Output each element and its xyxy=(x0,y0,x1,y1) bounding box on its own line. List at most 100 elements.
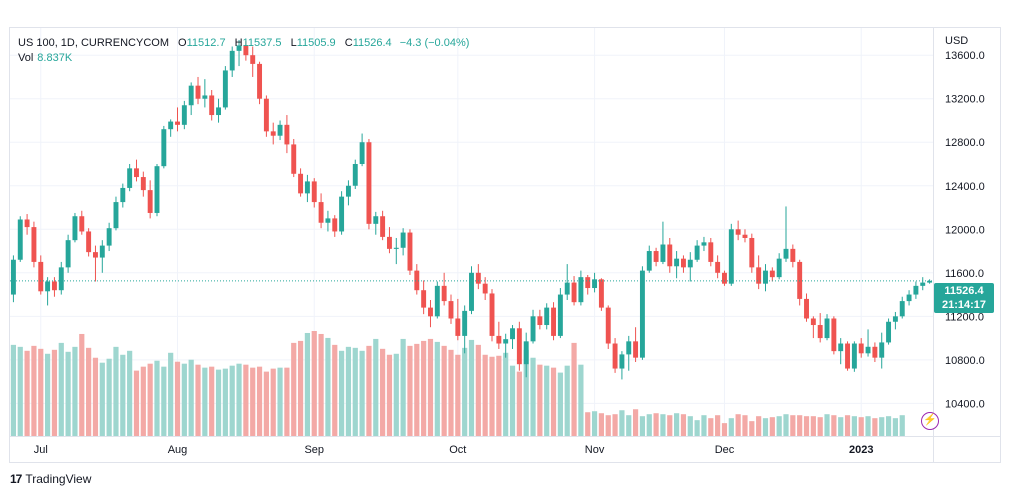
candle-body xyxy=(701,242,707,246)
time-tick-label: Nov xyxy=(585,444,605,456)
candle-body xyxy=(17,219,23,260)
volume-bar xyxy=(790,415,796,436)
candle-body xyxy=(667,244,673,267)
volume-bar xyxy=(742,415,748,436)
candle-body xyxy=(633,341,639,358)
candle-body xyxy=(571,282,577,303)
volume-bar xyxy=(564,365,570,436)
candle-body xyxy=(810,318,816,326)
candle-body xyxy=(441,285,447,302)
candle-body xyxy=(462,310,468,336)
candle-body xyxy=(838,343,844,352)
bar-countdown: 21:14:17 xyxy=(941,299,987,311)
candle-body xyxy=(304,181,310,194)
volume-bar xyxy=(250,367,256,436)
candle-body xyxy=(708,242,714,262)
candle-body xyxy=(229,50,235,71)
volume-bar xyxy=(824,414,830,436)
price-tick-label: 12000.0 xyxy=(945,224,985,236)
chart-frame xyxy=(9,27,1001,463)
volume-bar xyxy=(598,413,605,436)
currency-label[interactable]: USD xyxy=(945,35,969,47)
candle-body xyxy=(277,124,283,136)
candle-body xyxy=(24,219,30,228)
last-price-tag: 11526.4 21:14:17 xyxy=(934,283,994,313)
volume-bar xyxy=(605,415,611,436)
volume-bar xyxy=(571,342,577,436)
candle-body xyxy=(168,121,174,130)
volume-bar xyxy=(749,421,755,436)
candle-body xyxy=(687,259,693,268)
candle-body xyxy=(680,258,686,268)
candle-body xyxy=(646,251,652,271)
candle-body xyxy=(831,318,837,352)
volume-bar xyxy=(680,414,687,436)
volume-bar xyxy=(667,415,673,436)
candle-body xyxy=(65,240,71,268)
candle-body xyxy=(886,321,892,343)
candle-body xyxy=(927,280,933,283)
volume-bar xyxy=(222,368,228,436)
volume-bar xyxy=(831,415,837,436)
volume-bar xyxy=(503,352,509,436)
volume-bar xyxy=(434,341,440,436)
candle-body xyxy=(51,281,57,291)
volume-bar xyxy=(352,347,358,436)
volume-bar xyxy=(660,414,666,436)
flash-icon[interactable]: ⚡ xyxy=(921,412,939,430)
volume-bar xyxy=(509,365,516,436)
volume-bar xyxy=(544,365,550,436)
candle-body xyxy=(851,343,857,369)
candle-body xyxy=(858,343,864,354)
candle-body xyxy=(872,346,878,358)
volume-bar xyxy=(168,352,174,436)
candle-body xyxy=(489,293,495,336)
candle-body xyxy=(482,283,488,294)
candle-body xyxy=(626,341,632,355)
candle-body xyxy=(414,270,420,291)
candle-body xyxy=(209,95,215,116)
candle-body xyxy=(31,227,37,262)
volume-bar xyxy=(58,342,64,436)
volume-bar xyxy=(585,412,591,436)
price-tick-label: 13200.0 xyxy=(945,94,985,106)
candle-body xyxy=(352,164,358,186)
candle-body xyxy=(428,307,433,317)
candle-body xyxy=(93,252,98,258)
candle-body xyxy=(605,307,611,344)
volume-bar xyxy=(462,347,468,436)
volume-bar xyxy=(810,416,816,436)
volume-bar xyxy=(229,365,235,436)
candle-body xyxy=(127,168,133,188)
candle-body xyxy=(339,196,345,232)
volume-bar xyxy=(86,347,92,436)
volume-bar xyxy=(99,362,105,436)
tradingview-branding[interactable]: 17 TradingView xyxy=(10,472,91,486)
volume-bar xyxy=(106,358,112,436)
volume-bar xyxy=(243,364,249,436)
volume-bar xyxy=(140,366,146,436)
candle-body xyxy=(434,285,440,317)
candle-body xyxy=(99,245,105,258)
candle-body xyxy=(612,343,618,369)
price-tick-label: 10800.0 xyxy=(945,355,985,367)
candle-body xyxy=(407,232,413,271)
candle-body xyxy=(790,248,796,262)
candle-body xyxy=(653,251,659,262)
candle-body xyxy=(817,325,823,339)
candle-body xyxy=(530,316,536,342)
time-tick-label: Oct xyxy=(449,444,466,456)
volume-bar xyxy=(393,353,399,436)
volume-bar xyxy=(72,346,78,436)
candle-body xyxy=(865,346,871,354)
volume-bar xyxy=(325,337,331,436)
candle-body xyxy=(523,341,529,365)
candle-body xyxy=(564,282,570,295)
volume-bar xyxy=(728,418,734,436)
candle-body xyxy=(250,55,256,64)
candle-body xyxy=(72,216,78,241)
symbol-label[interactable]: US 100, 1D, CURRENCYCOM xyxy=(18,37,169,49)
volume-bar xyxy=(304,332,311,436)
candle-body xyxy=(783,248,789,259)
